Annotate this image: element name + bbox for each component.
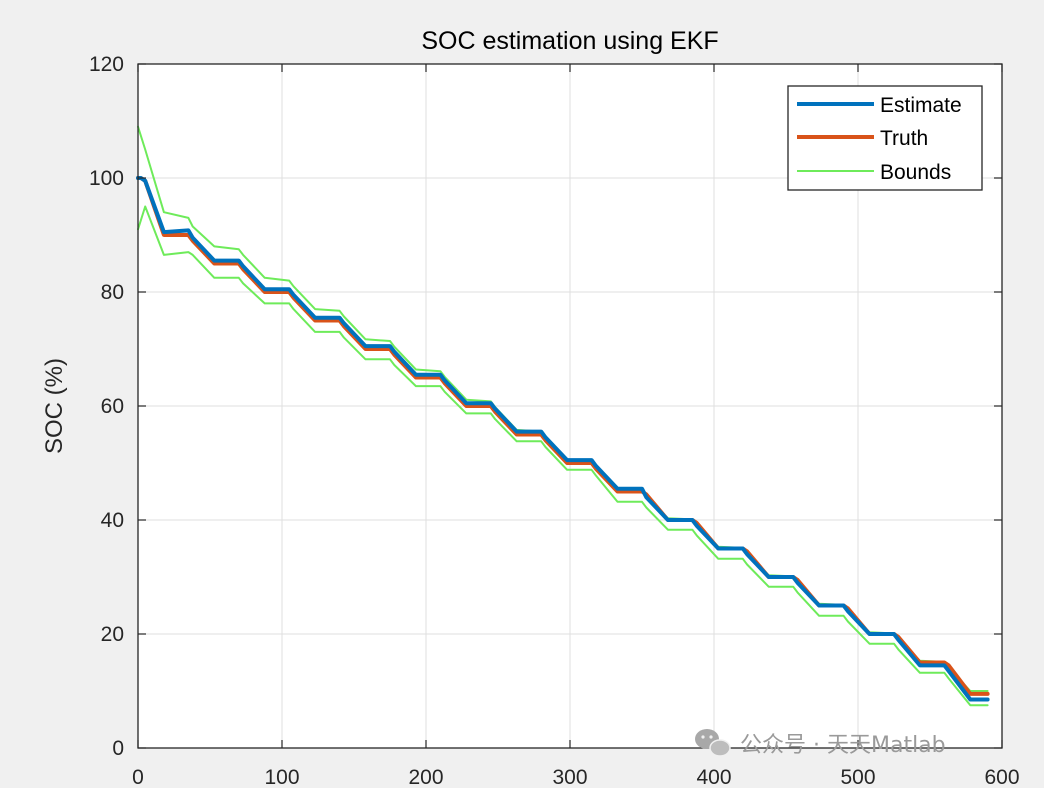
- x-tick-label: 400: [696, 766, 731, 788]
- ticks: [137, 63, 1003, 749]
- y-tick-label: 20: [101, 623, 124, 646]
- y-tick-label: 120: [89, 53, 124, 76]
- y-tick-label: 100: [89, 167, 124, 190]
- tick-labels: 0 100 200 300 400 500 600 0 20 40 60 80 100 120: [89, 53, 1020, 788]
- watermark: 公众号 · 天天Matlab: [695, 729, 946, 758]
- x-tick-label: 0: [132, 766, 144, 788]
- x-tick-label: 600: [984, 766, 1019, 788]
- legend-label-bounds: Bounds: [880, 161, 951, 184]
- y-tick-label: 80: [101, 281, 124, 304]
- y-axis-label: SOC (%): [41, 358, 68, 454]
- y-tick-label: 40: [101, 509, 124, 532]
- legend[interactable]: Estimate Truth Bounds: [787, 85, 983, 191]
- wechat-icon: [695, 729, 731, 757]
- series-line-estimate: [136, 176, 990, 702]
- series-layer: [136, 125, 990, 707]
- y-tick-label: 60: [101, 395, 124, 418]
- watermark-text: 公众号 · 天天Matlab: [740, 733, 946, 758]
- legend-label-estimate: Estimate: [880, 94, 962, 117]
- legend-label-truth: Truth: [880, 127, 928, 150]
- x-tick-label: 100: [264, 766, 299, 788]
- x-tick-label: 200: [408, 766, 443, 788]
- y-tick-label: 0: [112, 737, 124, 760]
- chart-title: SOC estimation using EKF: [421, 27, 718, 55]
- x-tick-label: 500: [840, 766, 875, 788]
- series-line-bounds-lower: [137, 205, 989, 707]
- x-tick-label: 300: [552, 766, 587, 788]
